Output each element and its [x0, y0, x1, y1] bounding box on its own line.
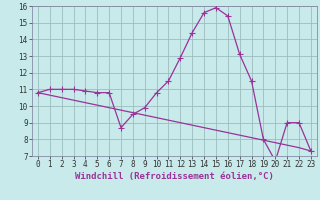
X-axis label: Windchill (Refroidissement éolien,°C): Windchill (Refroidissement éolien,°C): [75, 172, 274, 181]
